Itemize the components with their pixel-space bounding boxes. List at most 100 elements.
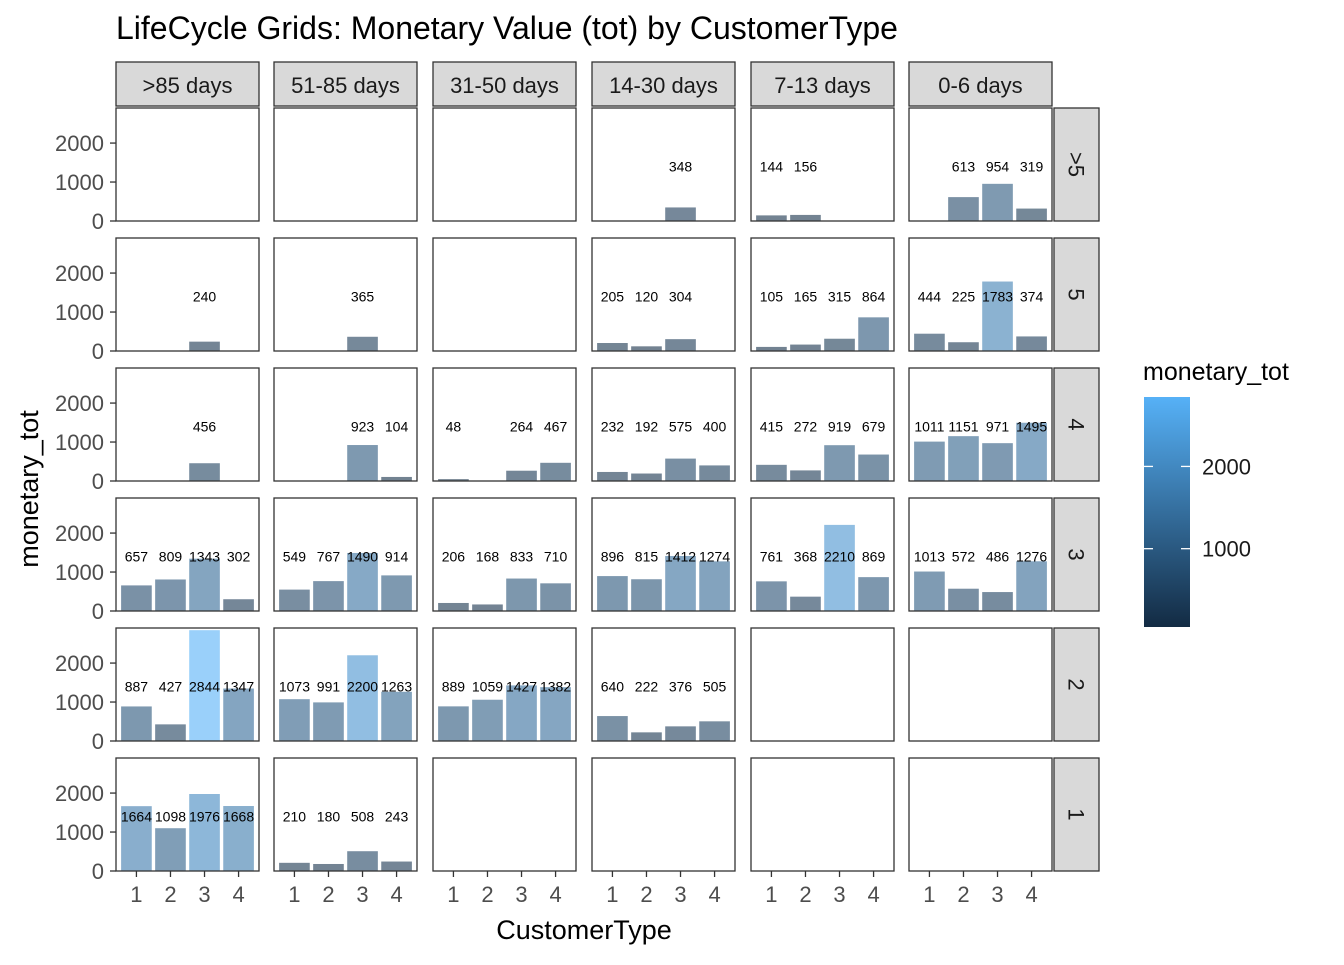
bar: [631, 732, 662, 741]
y-tick-label: 2000: [55, 391, 104, 416]
bar: [699, 561, 730, 611]
row-strip-label: 1: [1064, 808, 1089, 820]
data-label: 319: [1020, 158, 1044, 174]
data-label: 505: [703, 678, 727, 694]
bar: [155, 828, 186, 871]
bar: [223, 688, 254, 741]
bar: [381, 691, 412, 741]
bar: [665, 339, 696, 351]
chart-title: LifeCycle Grids: Monetary Value (tot) by…: [116, 10, 898, 46]
bar: [631, 346, 662, 351]
data-label: 486: [986, 548, 1010, 564]
bar: [438, 706, 469, 741]
panel-3-51-85-days: 549 767 1490 914: [273, 497, 418, 612]
bar: [790, 596, 821, 611]
data-label: 1073: [279, 678, 310, 694]
panel-border: [591, 757, 736, 872]
panel-5-31-50-days: [432, 107, 577, 222]
data-label: 1098: [155, 808, 186, 824]
data-label: 575: [669, 418, 693, 434]
y-tick-label: 0: [92, 859, 104, 884]
panel-border: [273, 757, 418, 872]
data-label: 400: [703, 418, 727, 434]
bar: [756, 215, 787, 221]
bar: [189, 794, 220, 871]
bar: [540, 687, 571, 741]
bar: [790, 214, 821, 221]
x-tick-label: 3: [991, 882, 1003, 907]
bar: [438, 602, 469, 611]
panel-4-85-days: 456: [115, 367, 260, 482]
x-tick-label: 3: [356, 882, 368, 907]
data-label: 1011: [914, 418, 944, 434]
panel-5-14-30-days: 205 120 304: [591, 237, 736, 352]
panel-5-31-50-days: [432, 237, 577, 352]
bar: [381, 861, 412, 871]
data-label: 869: [862, 548, 886, 564]
bar: [506, 578, 537, 611]
panel-border: [750, 757, 895, 872]
panel-5-0-6-days: 444 225 1783 374: [908, 237, 1053, 352]
bar: [756, 346, 787, 351]
data-label: 264: [510, 418, 534, 434]
panel-border: [432, 627, 577, 742]
data-label: 348: [669, 158, 693, 174]
panel-3-31-50-days: 206 168 833 710: [432, 497, 577, 612]
panel-4-14-30-days: 232 192 575 400: [591, 367, 736, 482]
bar: [155, 579, 186, 611]
bar: [506, 685, 537, 741]
data-label: 48: [446, 418, 462, 434]
x-tick-label: 4: [549, 882, 561, 907]
x-tick-label: 3: [674, 882, 686, 907]
data-label: 1783: [982, 288, 1013, 304]
x-tick-label: 1: [765, 882, 777, 907]
data-label: 105: [760, 288, 784, 304]
data-label: 1347: [223, 678, 254, 694]
panel-border: [273, 237, 418, 352]
x-tick-label: 4: [232, 882, 244, 907]
data-label: 2210: [824, 548, 855, 564]
data-label: 376: [669, 678, 693, 694]
panel-3-14-30-days: 896 815 1412 1274: [591, 497, 736, 612]
data-label: 240: [193, 288, 217, 304]
column-strip-label: 31-50 days: [450, 73, 559, 98]
row-strip-label: 4: [1064, 418, 1089, 430]
x-axis-label: CustomerType: [496, 915, 672, 945]
panel-border: [273, 627, 418, 742]
panel-border: [115, 107, 260, 222]
data-label: 444: [918, 288, 942, 304]
bar: [121, 706, 152, 741]
data-label: 225: [952, 288, 976, 304]
data-label: 919: [828, 418, 852, 434]
data-label: 657: [125, 548, 149, 564]
data-label: 232: [601, 418, 625, 434]
data-label: 896: [601, 548, 625, 564]
data-label: 767: [317, 548, 341, 564]
bar: [756, 464, 787, 481]
bar: [189, 463, 220, 481]
data-label: 887: [125, 678, 149, 694]
y-tick-label: 2000: [55, 781, 104, 806]
data-label: 272: [794, 418, 818, 434]
x-tick-label: 1: [130, 882, 142, 907]
panel-5-0-6-days: 613 954 319: [908, 107, 1053, 222]
panel-border: [591, 237, 736, 352]
row-strip-4: [1053, 367, 1100, 482]
panel-border: [750, 107, 895, 222]
bar: [665, 726, 696, 741]
facet-grid: >85 days 51-85 days 31-50 days 14-30 days 7-…: [55, 61, 1100, 907]
panel-2-85-days: 887 427 2844 1347: [115, 627, 260, 742]
y-tick-label: 2000: [55, 131, 104, 156]
panel-border: [908, 367, 1053, 482]
y-tick-label: 0: [92, 729, 104, 754]
bar: [347, 445, 378, 481]
panel-border: [750, 237, 895, 352]
data-label: 761: [760, 548, 784, 564]
panel-4-51-85-days: 923 104: [273, 367, 418, 482]
bar: [631, 473, 662, 481]
bar: [914, 571, 945, 611]
row-strip-5: [1053, 107, 1100, 222]
bar: [948, 588, 979, 611]
bar: [121, 585, 152, 611]
